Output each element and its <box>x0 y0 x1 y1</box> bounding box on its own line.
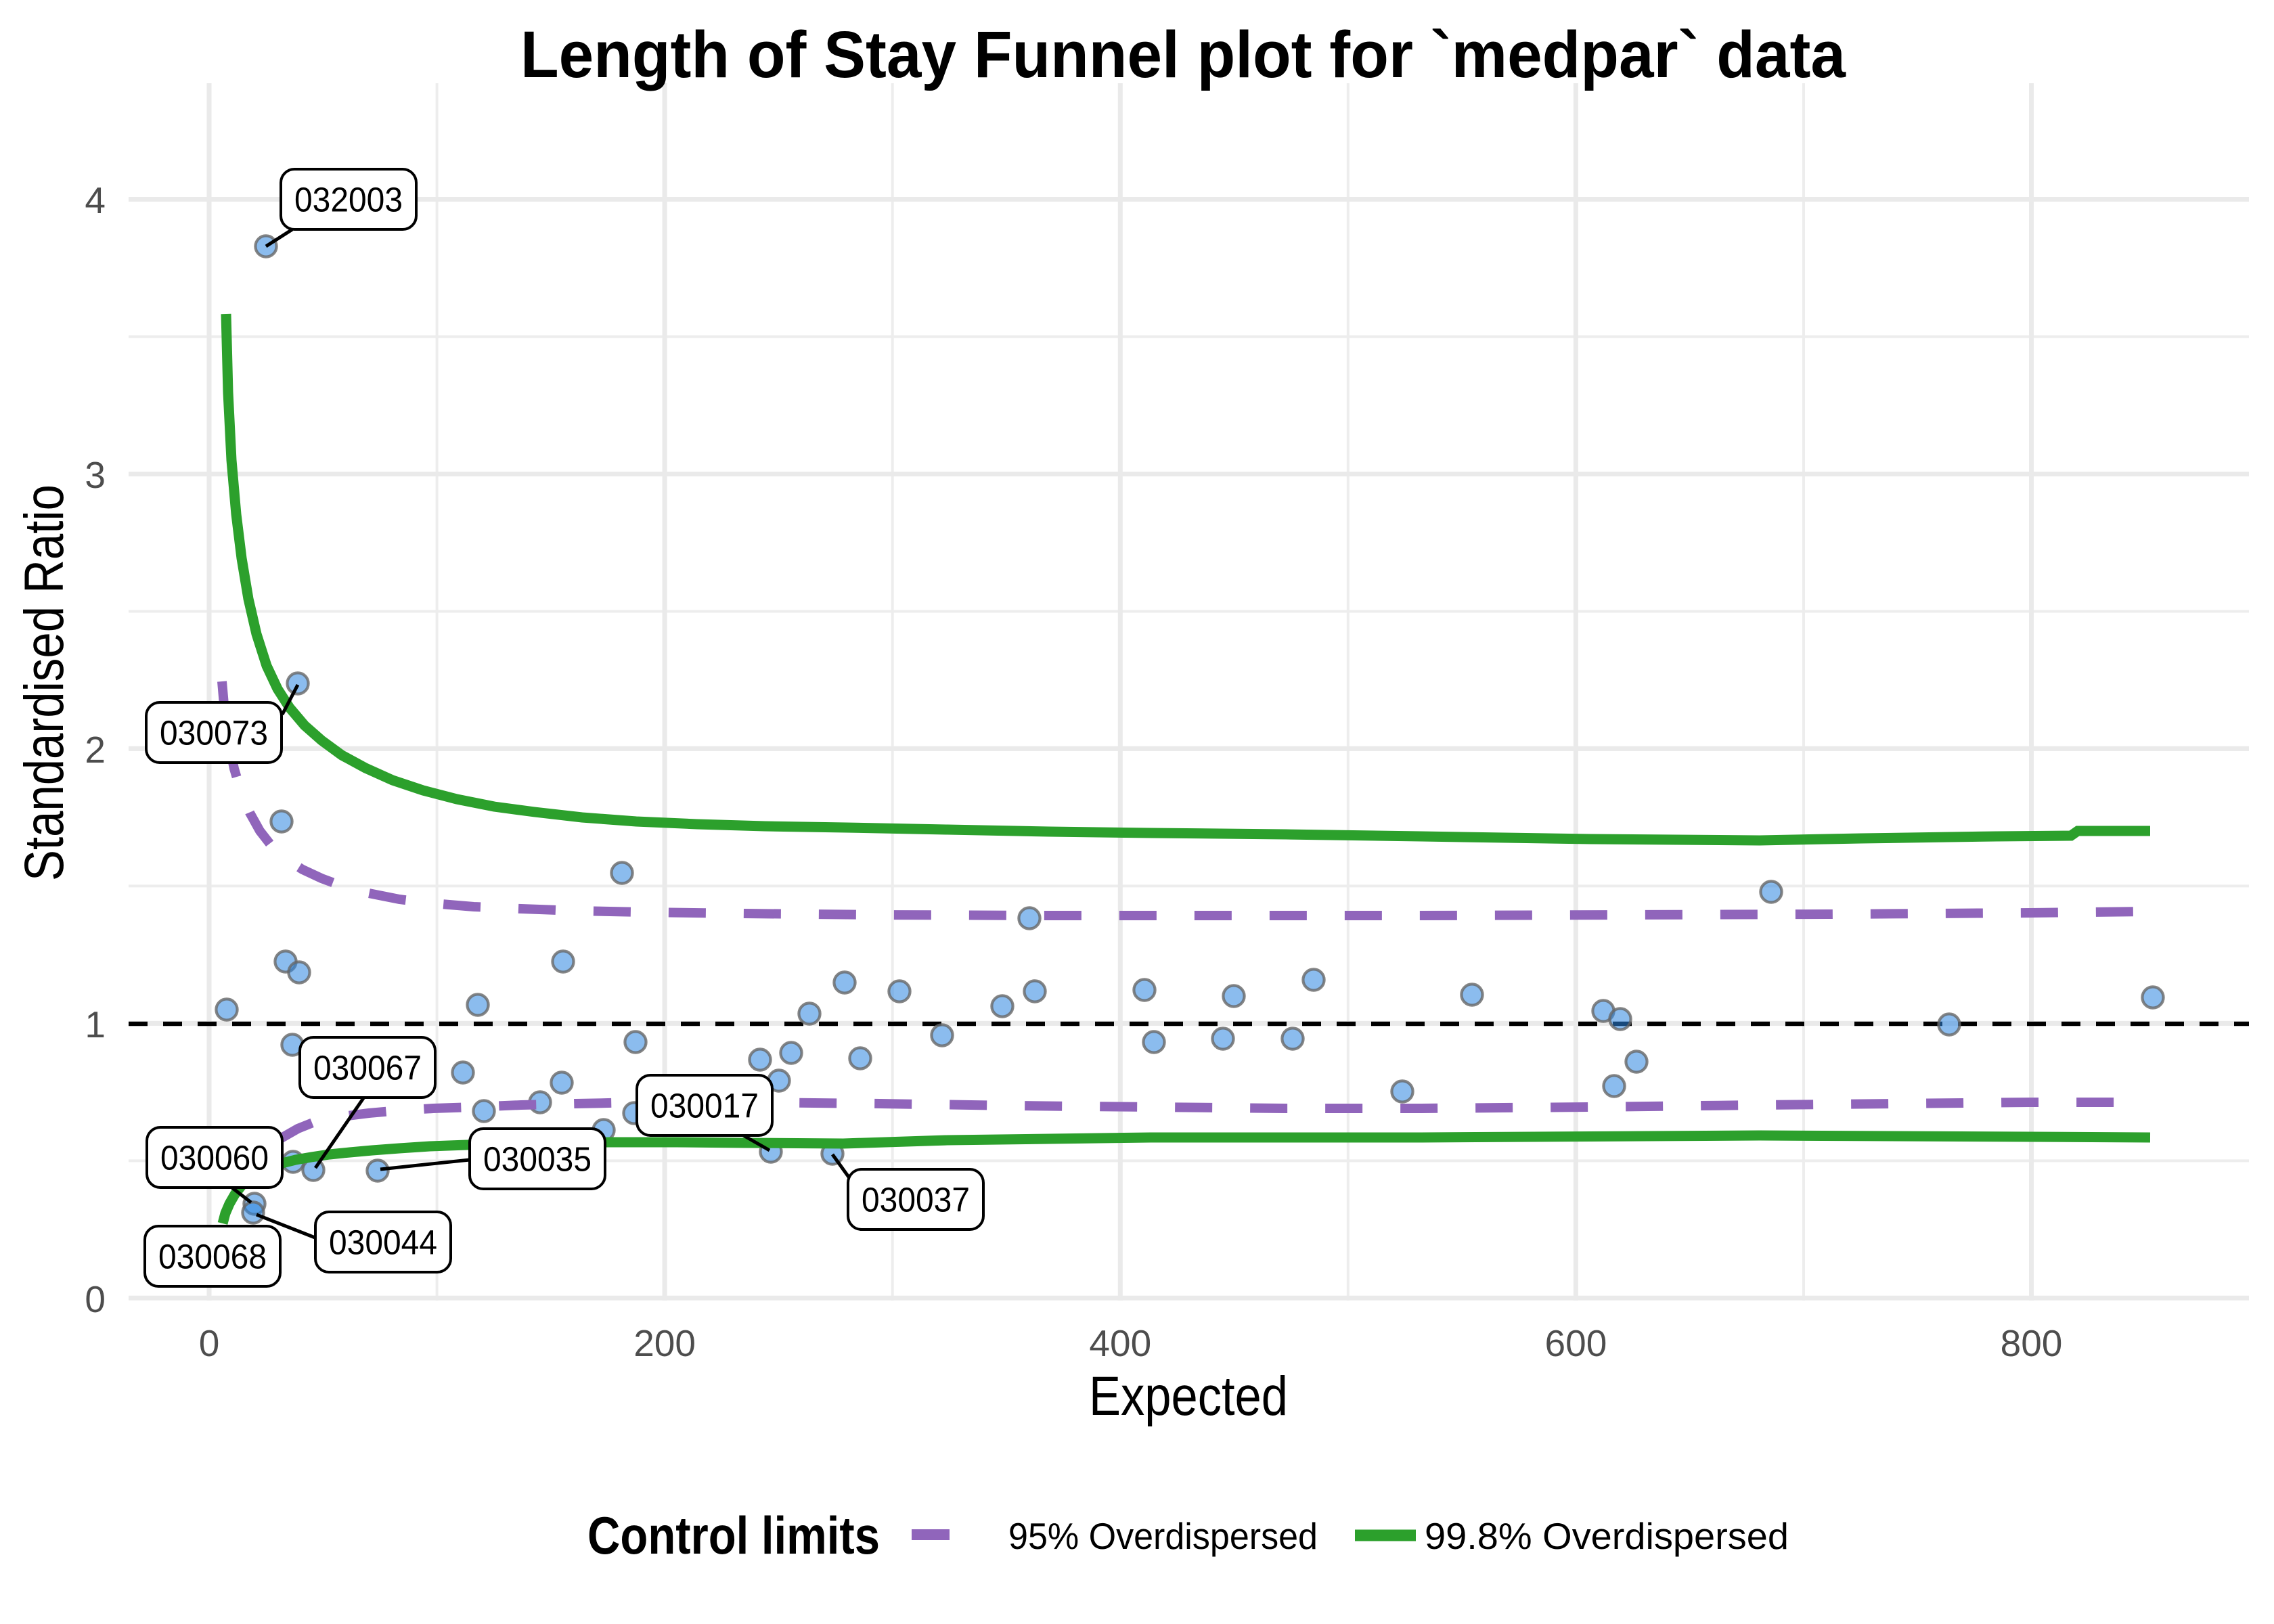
svg-text:Expected: Expected <box>1089 1366 1288 1427</box>
svg-text:1: 1 <box>85 1003 106 1045</box>
svg-text:4: 4 <box>85 179 106 221</box>
svg-text:030068: 030068 <box>158 1238 267 1276</box>
svg-text:032003: 032003 <box>294 181 403 219</box>
svg-text:95% Overdispersed: 95% Overdispersed <box>1008 1515 1318 1557</box>
svg-text:0: 0 <box>85 1278 106 1320</box>
svg-text:030037: 030037 <box>862 1181 970 1219</box>
svg-text:030035: 030035 <box>483 1140 592 1179</box>
svg-text:030073: 030073 <box>160 714 268 752</box>
svg-text:Length of Stay Funnel plot for: Length of Stay Funnel plot for `medpar` … <box>520 18 1846 91</box>
svg-text:3: 3 <box>85 454 106 496</box>
svg-text:0: 0 <box>199 1322 220 1364</box>
svg-text:200: 200 <box>633 1322 696 1364</box>
svg-text:600: 600 <box>1545 1322 1607 1364</box>
svg-text:030067: 030067 <box>313 1049 422 1087</box>
svg-text:030044: 030044 <box>329 1223 437 1262</box>
svg-text:030060: 030060 <box>160 1139 269 1177</box>
svg-text:800: 800 <box>2001 1322 2063 1364</box>
svg-text:Control limits: Control limits <box>587 1506 880 1565</box>
svg-text:Standardised Ratio: Standardised Ratio <box>14 484 75 881</box>
svg-text:400: 400 <box>1089 1322 1151 1364</box>
svg-text:2: 2 <box>85 729 106 771</box>
svg-text:99.8% Overdispersed: 99.8% Overdispersed <box>1425 1515 1789 1557</box>
svg-text:030017: 030017 <box>650 1087 759 1125</box>
